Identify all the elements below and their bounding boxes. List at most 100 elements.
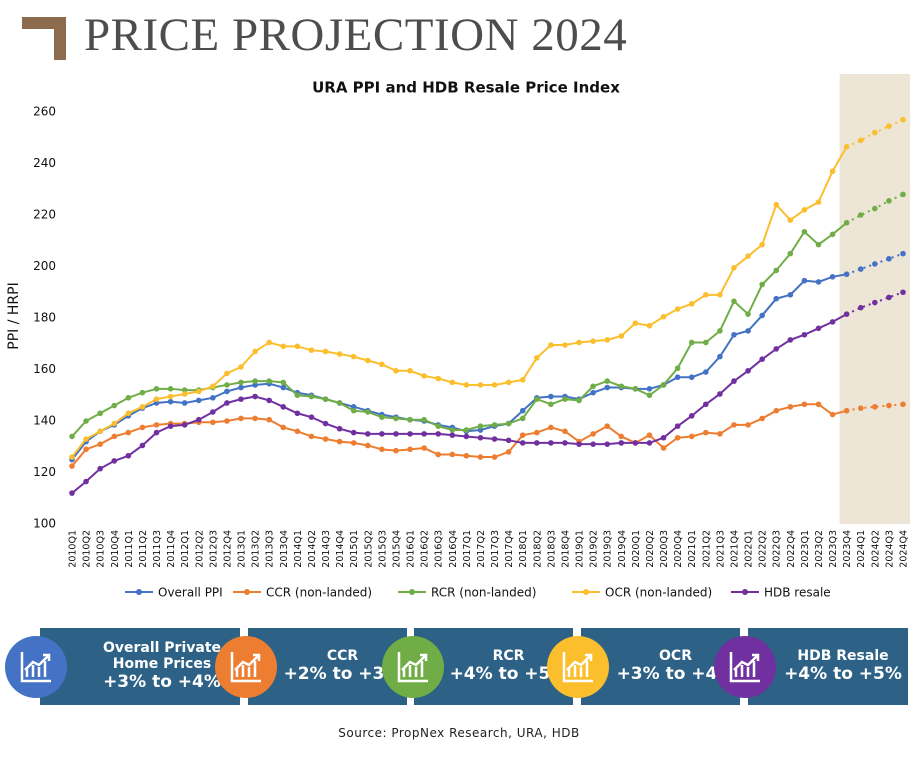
icon [729, 652, 760, 683]
x-tick-label: 2023Q3 [828, 530, 839, 568]
data-point [618, 433, 625, 440]
card-range: +2% to +3% [283, 664, 402, 684]
data-point [576, 397, 582, 404]
data-point [886, 402, 892, 409]
data-point [660, 445, 667, 451]
data-point [632, 386, 639, 392]
y-tick-label: 200 [33, 259, 56, 273]
data-point [181, 422, 188, 428]
x-tick-label: 2013Q3 [265, 530, 276, 568]
data-point [576, 339, 582, 346]
x-tick-label: 2014Q3 [321, 530, 332, 568]
data-point [224, 400, 230, 406]
x-tick-label: 2020Q4 [673, 530, 684, 568]
y-tick-label: 180 [33, 311, 56, 325]
data-point [900, 401, 906, 408]
data-point [280, 384, 287, 391]
data-point [322, 436, 329, 442]
data-point [69, 490, 75, 496]
data-point [449, 451, 456, 458]
data-point [745, 328, 751, 334]
data-point [674, 374, 681, 381]
x-tick-label: 2010Q1 [68, 530, 79, 568]
data-point [238, 379, 244, 386]
data-point [111, 458, 118, 464]
data-point [238, 384, 244, 391]
data-point [900, 116, 906, 123]
data-point [872, 299, 878, 306]
data-point [829, 411, 836, 418]
data-point [829, 319, 836, 325]
y-tick-label: 120 [33, 465, 56, 479]
data-point [900, 250, 906, 257]
data-point [717, 292, 723, 298]
legend-dot [583, 589, 589, 595]
data-point [815, 325, 822, 332]
x-tick-label: 2013Q4 [279, 530, 290, 568]
data-point [97, 465, 103, 472]
data-point [308, 433, 315, 440]
data-point [322, 396, 329, 402]
data-point [364, 431, 371, 437]
data-point [364, 357, 371, 364]
data-point [872, 129, 878, 136]
data-point [590, 441, 596, 447]
data-point [505, 420, 512, 427]
data-point [364, 409, 371, 415]
x-tick-label: 2015Q2 [363, 530, 374, 568]
data-point [773, 295, 780, 302]
data-point [886, 198, 892, 204]
data-point [843, 271, 850, 278]
data-point [266, 397, 272, 404]
data-point [886, 123, 892, 129]
data-point [857, 266, 864, 272]
data-point [815, 401, 822, 408]
data-point [83, 418, 89, 424]
data-point [421, 445, 427, 451]
data-point [280, 379, 287, 386]
legend-label: Overall PPI [158, 586, 223, 600]
data-point [350, 407, 357, 414]
data-point [646, 322, 653, 329]
legend-dot [409, 589, 415, 595]
data-point [238, 364, 244, 370]
x-tick-label: 2012Q1 [180, 530, 191, 568]
data-point [505, 437, 512, 444]
x-tick-label: 2019Q2 [589, 530, 600, 568]
data-point [379, 431, 385, 437]
data-point [449, 432, 456, 438]
data-point [717, 431, 723, 437]
data-point [308, 347, 315, 353]
card-icon [5, 636, 67, 698]
x-tick-label: 2013Q1 [237, 530, 248, 568]
data-point [688, 339, 695, 346]
x-tick-label: 2012Q2 [194, 530, 205, 568]
data-point [407, 431, 413, 437]
legend-item: HDB resale [731, 586, 831, 600]
card-name: OCR [659, 648, 692, 664]
data-point [125, 410, 132, 417]
data-point [336, 425, 343, 432]
data-point [153, 429, 160, 436]
data-point [787, 250, 794, 257]
data-point [533, 440, 540, 446]
data-point [717, 328, 723, 334]
data-point [83, 436, 89, 442]
data-point [773, 407, 780, 414]
x-tick-label: 2010Q2 [82, 530, 93, 568]
data-point [801, 277, 808, 284]
data-point [477, 382, 484, 388]
x-tick-label: 2022Q4 [786, 530, 797, 568]
data-point [660, 382, 667, 388]
data-point [886, 294, 892, 301]
data-point [393, 447, 399, 454]
data-point [379, 414, 385, 420]
series-line [71, 273, 847, 461]
data-point [195, 416, 202, 423]
x-tick-label: 2015Q1 [349, 530, 360, 568]
x-tick-label: 2014Q2 [307, 530, 318, 568]
data-point [280, 404, 287, 410]
x-tick-label: 2017Q3 [490, 530, 501, 568]
data-point [801, 228, 808, 235]
data-point [843, 219, 850, 226]
